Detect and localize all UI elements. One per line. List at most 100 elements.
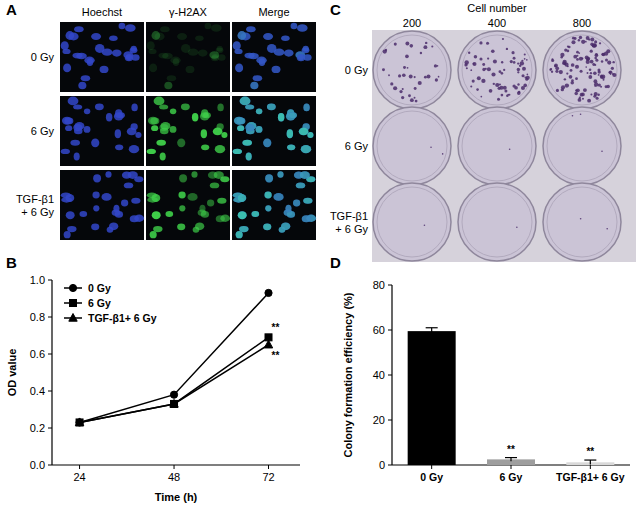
nucleus bbox=[296, 183, 305, 189]
nucleus bbox=[102, 49, 113, 56]
nucleus-overlay bbox=[245, 124, 254, 131]
y-axis-label: Colony formation efficiency (%) bbox=[342, 292, 354, 457]
nucleus bbox=[74, 26, 84, 32]
colony bbox=[598, 74, 600, 76]
panel-letter: A bbox=[6, 1, 17, 18]
nucleus-overlay bbox=[285, 205, 291, 213]
colony bbox=[516, 226, 518, 228]
nucleus bbox=[159, 124, 168, 131]
colony bbox=[513, 61, 516, 64]
colony bbox=[473, 63, 475, 65]
nucleus bbox=[245, 105, 254, 110]
row-label: TGF-β1 bbox=[330, 210, 368, 222]
nucleus bbox=[105, 171, 111, 178]
colony bbox=[564, 48, 567, 51]
colony bbox=[580, 218, 582, 220]
nucleus bbox=[236, 231, 243, 238]
series-marker bbox=[171, 400, 178, 407]
nucleus bbox=[177, 138, 185, 147]
colony bbox=[583, 88, 587, 92]
nucleus bbox=[93, 174, 101, 182]
nucleus bbox=[207, 200, 214, 207]
nucleus bbox=[177, 33, 187, 40]
colony bbox=[561, 85, 565, 89]
nucleus bbox=[259, 58, 266, 66]
nucleus-overlay bbox=[291, 23, 298, 30]
colony bbox=[575, 77, 578, 80]
colony bbox=[565, 63, 569, 67]
dish-rim bbox=[377, 35, 447, 105]
colony bbox=[499, 83, 501, 85]
colony bbox=[501, 61, 503, 63]
colony bbox=[493, 83, 495, 85]
nucleus bbox=[179, 205, 185, 211]
dish-rim bbox=[462, 187, 532, 257]
colony bbox=[565, 83, 569, 87]
nucleus bbox=[124, 183, 133, 189]
y-tick bbox=[48, 354, 52, 355]
series-line bbox=[80, 345, 269, 423]
colony bbox=[612, 73, 616, 77]
nucleus bbox=[156, 140, 166, 146]
nucleus-overlay bbox=[233, 41, 241, 50]
series-line bbox=[80, 337, 269, 422]
colony bbox=[409, 75, 413, 79]
nucleus bbox=[263, 33, 273, 40]
colony bbox=[596, 97, 599, 100]
colony bbox=[587, 72, 589, 74]
nucleus bbox=[64, 118, 73, 125]
y-tick bbox=[388, 465, 392, 466]
nucleus bbox=[95, 103, 104, 110]
colony bbox=[598, 70, 601, 73]
colony bbox=[403, 66, 406, 69]
colony bbox=[594, 57, 597, 60]
row-label: + 6 Gy bbox=[335, 223, 368, 235]
legend-marker bbox=[69, 284, 76, 291]
nucleus bbox=[201, 144, 209, 150]
nucleus bbox=[112, 50, 122, 57]
y-tick-label: 20 bbox=[373, 414, 385, 426]
column-header: 400 bbox=[488, 17, 506, 29]
colony bbox=[525, 76, 527, 78]
x-tick-label: 0 Gy bbox=[420, 471, 443, 483]
nucleus-overlay bbox=[273, 193, 283, 201]
nucleus bbox=[188, 49, 199, 56]
nucleus bbox=[303, 46, 309, 52]
nucleus-overlay bbox=[299, 127, 309, 135]
colony bbox=[502, 38, 504, 40]
nucleus bbox=[214, 171, 224, 179]
nucleus bbox=[205, 23, 212, 30]
nucleus-overlay bbox=[289, 112, 297, 118]
colony bbox=[599, 42, 601, 44]
nucleus-overlay bbox=[238, 31, 247, 40]
row-label: TGF-β1 bbox=[16, 193, 54, 205]
nucleus bbox=[238, 31, 247, 40]
y-tick-label: 0.2 bbox=[30, 422, 45, 434]
legend: 0 Gy6 GyTGF-β1+ 6 Gy bbox=[64, 282, 157, 324]
nucleus bbox=[236, 118, 245, 125]
dish-rim bbox=[547, 187, 617, 257]
nucleus bbox=[291, 23, 298, 30]
colony bbox=[571, 40, 575, 44]
micrograph-background bbox=[146, 22, 230, 92]
nucleus-overlay bbox=[237, 125, 244, 131]
colony bbox=[611, 67, 614, 70]
nucleus bbox=[187, 193, 197, 201]
colony bbox=[414, 97, 416, 99]
nucleus-overlay bbox=[281, 36, 289, 42]
colony bbox=[569, 75, 573, 79]
colony bbox=[590, 60, 594, 64]
colony bbox=[601, 75, 605, 79]
colony bbox=[564, 78, 566, 80]
column-header: Hoechst bbox=[82, 6, 122, 18]
nucleus bbox=[212, 54, 219, 60]
nucleus bbox=[91, 223, 99, 230]
colony bbox=[573, 55, 577, 59]
nucleus bbox=[272, 66, 281, 73]
panel-letter: D bbox=[330, 254, 341, 271]
nucleus-overlay bbox=[296, 183, 305, 189]
nucleus bbox=[285, 205, 291, 213]
nucleus-overlay bbox=[287, 129, 293, 138]
error-cap bbox=[426, 327, 438, 328]
nucleus bbox=[211, 24, 222, 32]
